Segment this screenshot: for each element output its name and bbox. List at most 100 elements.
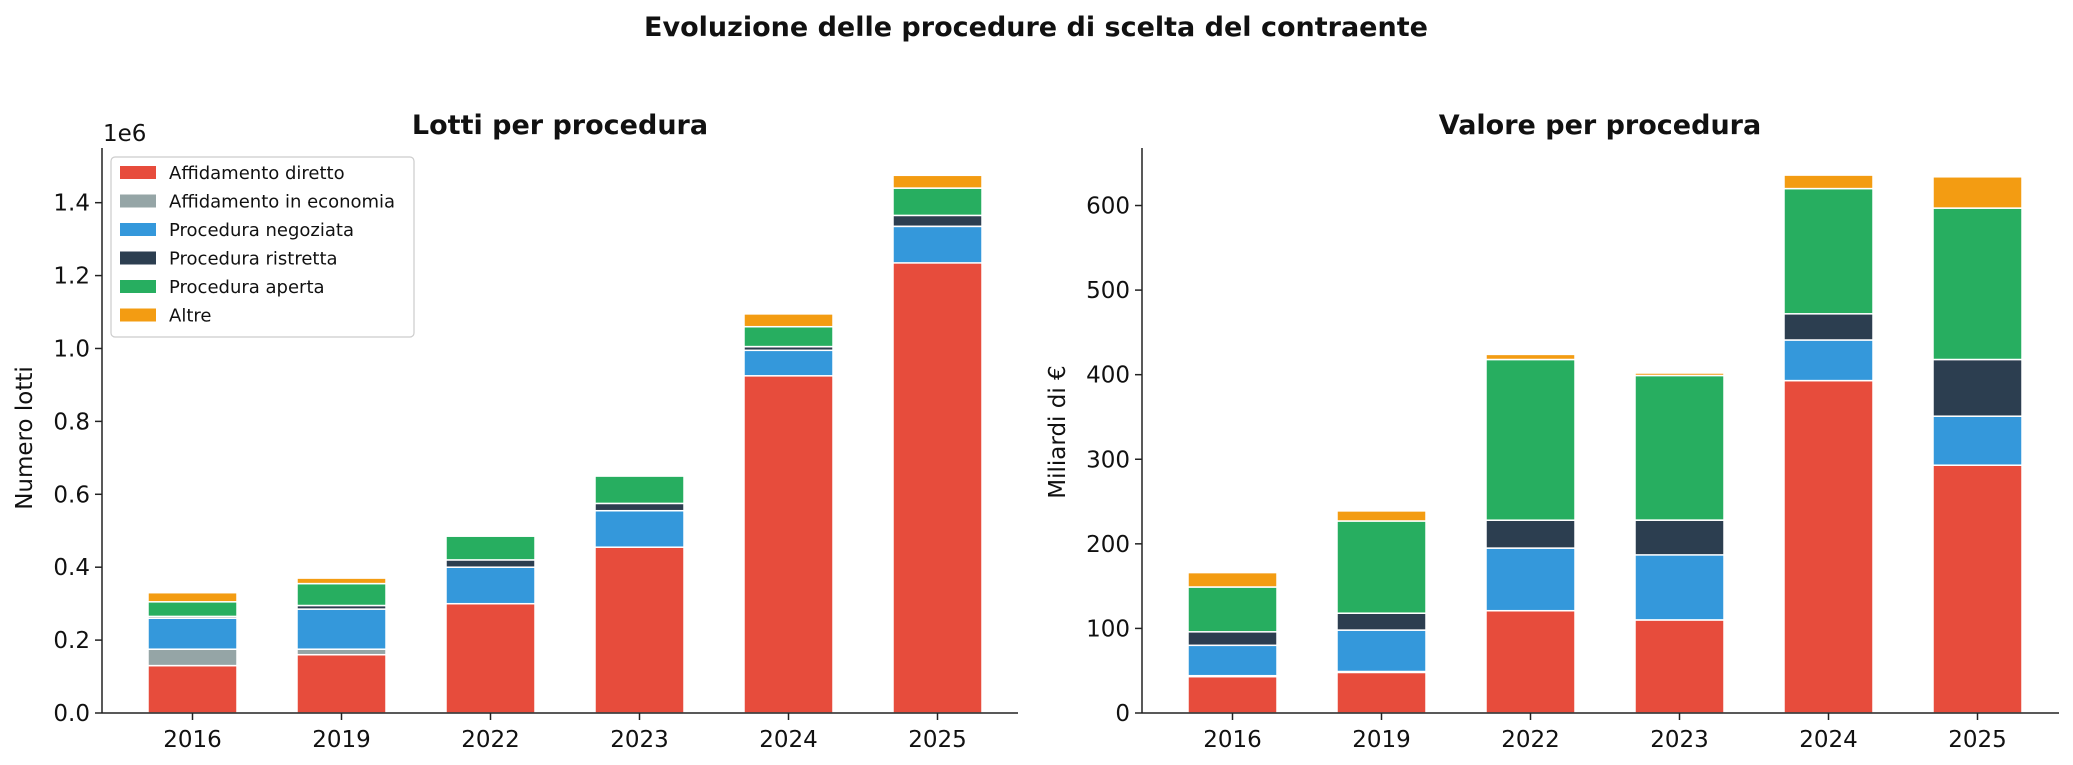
y-tick-label-2: 0.4 [53, 555, 90, 581]
legend-swatch-affidamento-diretto [120, 166, 156, 179]
bar-altre-2019 [1336, 510, 1427, 522]
bar-procedura-ristretta-2022 [1485, 519, 1576, 549]
y-tick-label-6: 600 [1086, 194, 1130, 220]
bar-procedura-aperta-2022 [445, 535, 536, 561]
bar-procedura-negoziata-2024 [1783, 339, 1874, 382]
bar-procedura-aperta-2023 [594, 475, 685, 505]
legend-label-affidamento-in-economia: Affidamento in economia [169, 192, 395, 213]
bar-procedura-aperta-2024 [743, 325, 834, 348]
y-axis-label-lotti: Numero lotti [12, 366, 38, 510]
y-tick-label-4: 0.8 [53, 409, 90, 435]
bar-procedura-aperta-2019 [296, 582, 387, 607]
bar-affidamento-diretto-2023 [594, 546, 685, 714]
bar-procedura-negoziata-2025 [1932, 415, 2023, 466]
bar-affidamento-diretto-2024 [743, 375, 834, 714]
x-tick-label-2019: 2019 [312, 727, 371, 753]
bar-affidamento-diretto-2025 [1932, 464, 2023, 714]
x-tick-label-2025: 2025 [1948, 727, 2007, 753]
bar-altre-2016 [147, 591, 238, 603]
y-tick-label-0: 0 [1115, 701, 1130, 727]
bar-procedura-negoziata-2023 [594, 509, 685, 548]
bar-altre-2019 [296, 577, 387, 585]
figure-suptitle: Evoluzione delle procedure di scelta del… [644, 12, 1428, 43]
bar-altre-2016 [1187, 571, 1278, 588]
bar-procedura-aperta-2016 [147, 601, 238, 618]
bar-procedura-ristretta-2025 [892, 214, 983, 228]
x-tick-label-2016: 2016 [163, 727, 222, 753]
bar-affidamento-diretto-2023 [1634, 619, 1725, 714]
bar-procedura-ristretta-2016 [1187, 631, 1278, 647]
bar-procedura-negoziata-2024 [743, 349, 834, 377]
bar-affidamento-diretto-2016 [147, 664, 238, 714]
bar-affidamento-diretto-2025 [892, 262, 983, 714]
chart-lotti-per-procedura: Lotti per procedura Numero lotti 1e6 201… [12, 110, 1018, 753]
x-tick-label-2023: 2023 [610, 727, 669, 753]
y-tick-label-5: 1.0 [53, 336, 90, 362]
bar-procedura-aperta-2016 [1187, 586, 1278, 633]
bar-procedura-negoziata-2022 [1485, 547, 1576, 612]
bar-procedura-ristretta-2023 [1634, 519, 1725, 556]
bar-altre-2025 [1932, 176, 2023, 209]
bar-altre-2023 [1634, 372, 1725, 377]
legend-label-procedura-aperta: Procedura aperta [169, 277, 325, 298]
y-tick-label-5: 500 [1086, 278, 1130, 304]
y-tick-label-0: 0.0 [53, 701, 90, 727]
bar-procedura-aperta-2019 [1336, 520, 1427, 614]
legend-label-affidamento-diretto: Affidamento diretto [169, 163, 345, 184]
x-tick-label-2022: 2022 [1501, 727, 1560, 753]
legend-swatch-procedura-ristretta [120, 251, 156, 265]
x-tick-label-2025: 2025 [908, 727, 967, 753]
bar-procedura-ristretta-2024 [1783, 313, 1874, 341]
bar-procedura-negoziata-2016 [147, 617, 238, 650]
bar-affidamento-diretto-2019 [296, 653, 387, 714]
bar-procedura-ristretta-2025 [1932, 358, 2023, 417]
x-tick-label-2024: 2024 [1799, 727, 1858, 753]
y-axis-label-valore: Miliardi di € [1045, 365, 1071, 498]
bar-procedura-ristretta-2019 [1336, 612, 1427, 631]
y-tick-label-7: 1.4 [53, 191, 90, 217]
chart-title-lotti: Lotti per procedura [412, 110, 708, 141]
bar-altre-2024 [743, 313, 834, 328]
y-axis-offset-label: 1e6 [103, 121, 146, 147]
x-tick-label-2024: 2024 [759, 727, 818, 753]
y-tick-label-3: 0.6 [53, 482, 90, 508]
y-tick-label-1: 0.2 [53, 628, 90, 654]
bar-affidamento-diretto-2024 [1783, 379, 1874, 714]
legend-label-altre: Altre [169, 306, 211, 327]
bar-procedura-aperta-2025 [1932, 207, 2023, 361]
y-tick-label-2: 200 [1086, 532, 1130, 558]
x-tick-label-2023: 2023 [1650, 727, 1709, 753]
bar-affidamento-diretto-2022 [1485, 609, 1576, 714]
bar-affidamento-diretto-2016 [1187, 675, 1278, 714]
bar-affidamento-diretto-2022 [445, 602, 536, 714]
bar-procedura-negoziata-2019 [1336, 629, 1427, 673]
bar-affidamento-diretto-2019 [1336, 671, 1427, 714]
legend-swatch-procedura-negoziata [120, 223, 156, 236]
y-tick-label-4: 400 [1086, 363, 1130, 389]
bar-affidamento-in-economia-2016 [147, 648, 238, 667]
chart-title-valore: Valore per procedura [1439, 110, 1761, 141]
bar-procedura-negoziata-2025 [892, 225, 983, 264]
bar-procedura-ristretta-2022 [445, 559, 536, 568]
bar-altre-2024 [1783, 174, 1874, 190]
x-tick-label-2022: 2022 [461, 727, 520, 753]
y-tick-label-1: 100 [1086, 616, 1130, 642]
legend-swatch-procedura-aperta [120, 280, 156, 293]
bar-altre-2025 [892, 174, 983, 189]
x-tick-label-2019: 2019 [1352, 727, 1411, 753]
legend-swatch-affidamento-in-economia [120, 194, 156, 208]
legend-label-procedura-negoziata: Procedura negoziata [169, 220, 354, 241]
bar-procedura-aperta-2022 [1485, 358, 1576, 521]
bar-procedura-negoziata-2016 [1187, 644, 1278, 677]
bar-procedura-ristretta-2023 [594, 502, 685, 512]
bar-procedura-negoziata-2019 [296, 608, 387, 650]
bar-procedura-aperta-2024 [1783, 187, 1874, 315]
bar-altre-2022 [1485, 353, 1576, 361]
y-tick-label-3: 300 [1086, 447, 1130, 473]
legend: Affidamento diretto Affidamento in econom… [110, 156, 415, 338]
y-tick-label-6: 1.2 [53, 264, 90, 290]
legend-swatch-altre [120, 308, 156, 322]
bar-procedura-aperta-2025 [892, 187, 983, 217]
chart-valore-per-procedura: Valore per procedura Miliardi di € 2016 2… [1045, 110, 2059, 753]
